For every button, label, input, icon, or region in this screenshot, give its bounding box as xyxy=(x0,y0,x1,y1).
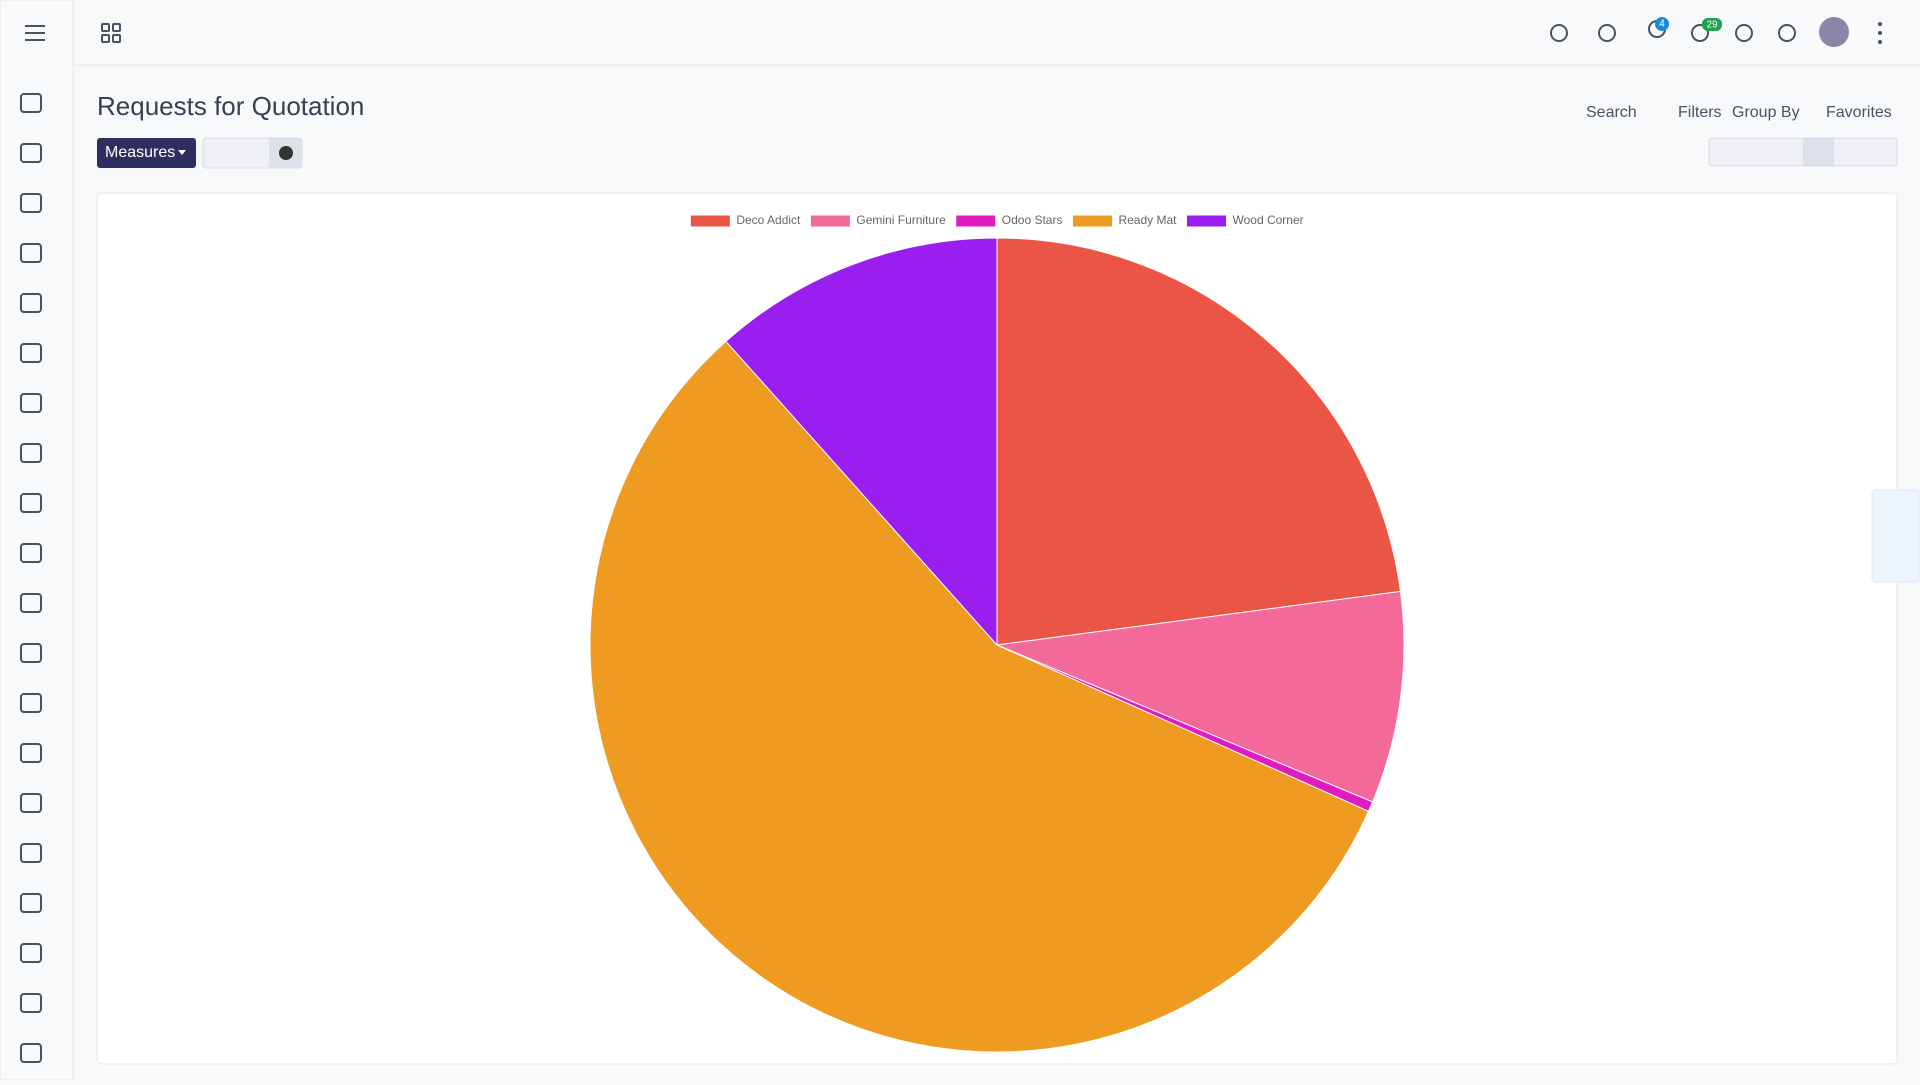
more-icon[interactable] xyxy=(1878,22,1882,44)
nav-icon xyxy=(20,543,42,563)
legend-label: Wood Corner xyxy=(1233,213,1304,227)
side-tools[interactable] xyxy=(1871,489,1920,583)
pie-slice xyxy=(996,237,1402,646)
nav-icon xyxy=(20,93,42,113)
group-by[interactable]: Group By xyxy=(1732,104,1800,121)
badge-count: 29 xyxy=(1706,20,1718,31)
legend-swatch xyxy=(955,214,997,228)
measures-label[interactable]: Measures xyxy=(105,144,175,161)
menu-icon[interactable] xyxy=(25,25,45,41)
filters[interactable]: Filters xyxy=(1678,104,1722,121)
avatar[interactable] xyxy=(1819,17,1849,47)
measures-button[interactable] xyxy=(97,138,196,168)
caret xyxy=(178,150,186,155)
topbar-icon xyxy=(1735,24,1753,42)
nav-icon xyxy=(20,943,42,963)
topbar-icon xyxy=(1550,24,1568,42)
pie-icon xyxy=(279,146,293,160)
nav-icon xyxy=(20,443,42,463)
pie-slice xyxy=(725,237,998,647)
sidebar xyxy=(0,0,74,1081)
nav-icon xyxy=(20,493,42,513)
legend-label: Deco Addict xyxy=(736,213,801,227)
nav-icon xyxy=(20,293,42,313)
nav-icon xyxy=(20,793,42,813)
nav-icon xyxy=(20,893,42,913)
legend-label: Ready Mat xyxy=(1118,213,1177,227)
legend-swatch xyxy=(1186,214,1227,228)
nav-icon xyxy=(20,593,42,613)
legend-swatch xyxy=(1071,214,1113,228)
badge-count: 4 xyxy=(1659,19,1665,30)
legend-label: Odoo Stars xyxy=(1002,213,1063,227)
nav-icon xyxy=(20,993,42,1013)
badge xyxy=(1702,18,1722,31)
nav-icon xyxy=(20,1043,42,1063)
legend-swatch xyxy=(689,214,731,228)
topbar-icon xyxy=(1778,24,1796,42)
pie-slice xyxy=(995,590,1405,803)
nav-icon xyxy=(20,193,42,213)
favorites[interactable]: Favorites xyxy=(1826,104,1892,121)
apps-icon[interactable] xyxy=(101,23,121,43)
page-title: Requests for Quotation xyxy=(97,91,364,121)
nav-icon xyxy=(20,393,42,413)
search[interactable]: Search xyxy=(1586,104,1637,121)
legend-label: Gemini Furniture xyxy=(856,213,946,227)
bell-icon[interactable] xyxy=(1691,24,1709,42)
nav-icon xyxy=(20,343,42,363)
nav-icon xyxy=(20,693,42,713)
nav-icon xyxy=(20,843,42,863)
nav-icon xyxy=(20,743,42,763)
nav-icon xyxy=(20,643,42,663)
badge xyxy=(1655,17,1669,31)
graph-view-active[interactable] xyxy=(1803,138,1834,166)
nav-icon xyxy=(20,143,42,163)
nav-icon xyxy=(20,243,42,263)
topbar-icon xyxy=(1598,24,1616,42)
legend-swatch xyxy=(809,214,851,228)
pie-slice xyxy=(589,340,1370,1053)
